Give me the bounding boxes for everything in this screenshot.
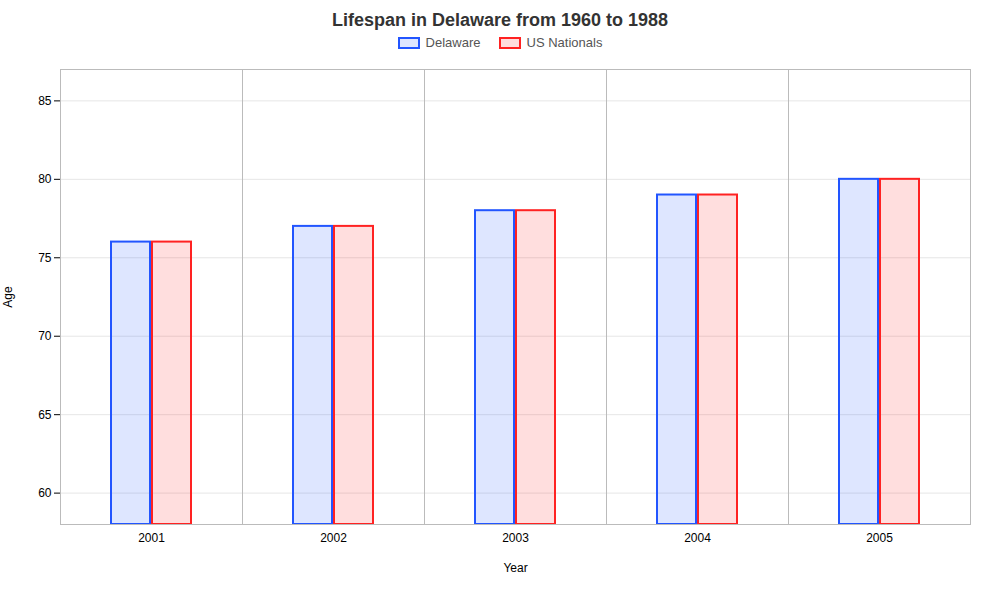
html-text:US Nationals: US Nationals [526, 35, 603, 50]
svg-text:80: 80 [38, 172, 52, 186]
svg-text:2005: 2005 [866, 531, 893, 545]
svg-text:65: 65 [38, 408, 52, 422]
html-text:Lifespan in Delaware from 1960: Lifespan in Delaware from 1960 to 1988 [331, 10, 669, 30]
svg-text:Year: Year [503, 561, 527, 575]
svg-text:85: 85 [38, 94, 52, 108]
svg-text:75: 75 [38, 251, 52, 265]
svg-text:2001: 2001 [138, 531, 165, 545]
svg-text:Age: Age [1, 286, 15, 308]
svg-text:70: 70 [38, 329, 52, 343]
svg-text:2002: 2002 [320, 531, 347, 545]
svg-text:2003: 2003 [502, 531, 529, 545]
svg-text:2004: 2004 [684, 531, 711, 545]
html-text:Delaware: Delaware [425, 35, 481, 50]
svg-text:60: 60 [38, 486, 52, 500]
